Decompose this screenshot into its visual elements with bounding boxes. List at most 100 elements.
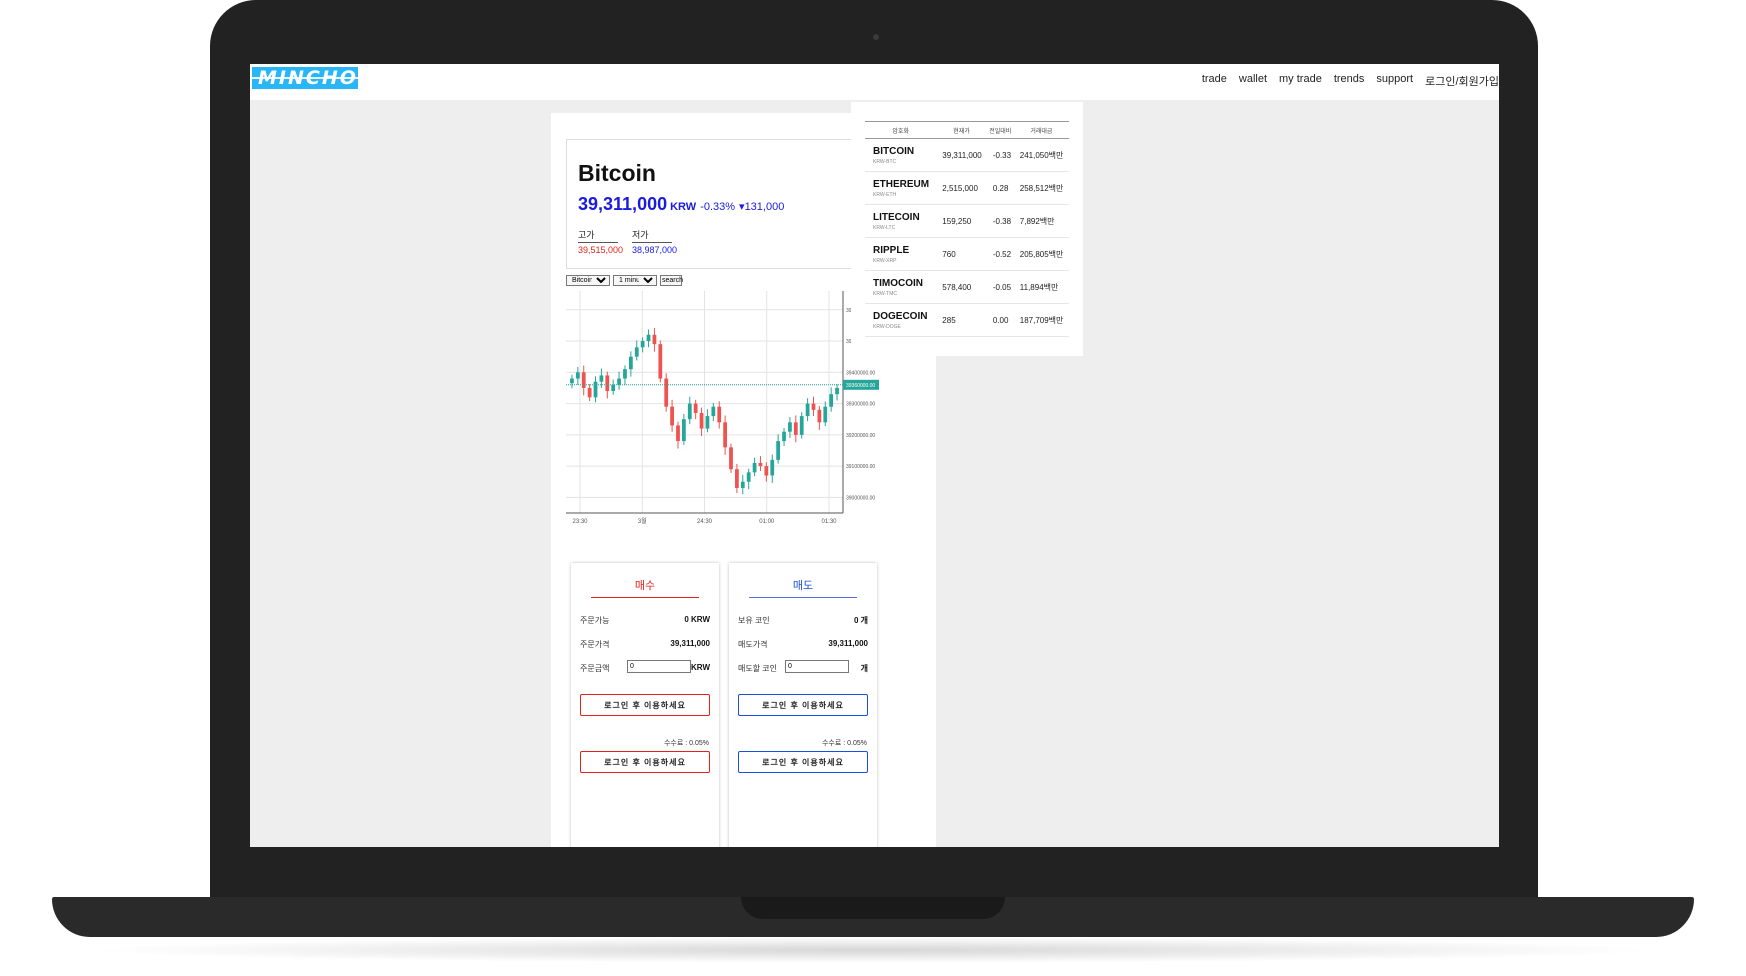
trade-panel: Bitcoin 39,311,000 KRW -0.33% ▾131,000 고가 3… [551, 113, 936, 847]
coin-change: 0.28 [986, 171, 1014, 205]
coin-price: 760 [936, 237, 987, 271]
buy-login-button-2[interactable]: 로그인 후 이용하세요 [580, 751, 710, 773]
price-line: 39,311,000 KRW -0.33% ▾131,000 [578, 194, 784, 215]
candle-body [799, 416, 804, 435]
top-navbar: MINCHO trade wallet my trade trends supp… [250, 64, 1499, 100]
market-table: 암호화 현재가 전일대비 거래대금 BITCOIN KRW-BTC 39,311,… [865, 121, 1069, 337]
candlestick-chart[interactable]: 39600000.0039500000.0039400000.003930000… [566, 291, 881, 531]
nav-support[interactable]: support [1376, 73, 1414, 85]
nav-trends[interactable]: trends [1333, 73, 1365, 85]
sell-title[interactable]: 매도 [749, 577, 857, 598]
candle-body [735, 469, 739, 488]
candle-body [746, 472, 751, 482]
candle-body [793, 422, 798, 435]
candle-body [752, 462, 757, 473]
candle-body [570, 378, 574, 384]
app-screen: MINCHO trade wallet my trade trends supp… [250, 64, 1499, 847]
coin-change: -0.05 [986, 270, 1014, 304]
sell-login-button[interactable]: 로그인 후 이용하세요 [738, 694, 868, 716]
candle-body [823, 406, 828, 423]
x-tick-label: 24:30 [697, 519, 713, 525]
coin-select[interactable]: Bitcoin [566, 275, 610, 286]
candle-body [805, 403, 810, 417]
buy-amount-input[interactable] [627, 660, 691, 673]
candle-body [681, 419, 686, 442]
candle-body [764, 466, 769, 476]
candle-body [782, 431, 786, 442]
sell-price-label: 매도가격 [738, 640, 768, 649]
market-row[interactable]: TIMOCOIN KRW-TMC 578,400 -0.05 11,894백만 [865, 270, 1069, 304]
nav-trade[interactable]: trade [1201, 73, 1227, 85]
sell-holding-value: 0 개 [853, 616, 868, 625]
coin-ticker: KRW-DOGE [873, 323, 901, 330]
candle-body [664, 378, 669, 407]
market-row[interactable]: DOGECOIN KRW-DOGE 285 0.00 187,709백만 [865, 303, 1069, 337]
candle-body [776, 441, 781, 460]
nav-wallet[interactable]: wallet [1238, 73, 1268, 85]
change-amount: ▾131,000 [739, 201, 785, 213]
market-row[interactable]: RIPPLE KRW-XRP 760 -0.52 205,805백만 [865, 237, 1069, 271]
coin-ticker: KRW-LTC [873, 224, 896, 231]
coin-change: -0.38 [986, 204, 1014, 238]
buy-amount-row: 주문금액 KRW [580, 660, 710, 674]
nav-login-signup[interactable]: 로그인/회원가입 [1425, 76, 1499, 88]
candle-body [575, 372, 580, 379]
candle-body [835, 387, 839, 395]
coin-volume: 258,512백만 [1013, 171, 1069, 205]
coin-volume: 11,894백만 [1013, 270, 1069, 304]
high-value: 39,515,000 [578, 245, 624, 255]
buy-price-value: 39,311,000 [670, 639, 710, 648]
y-tick-label: 39400000.00 [846, 370, 875, 376]
candle-body [593, 381, 598, 398]
market-panel: 암호화 현재가 전일대비 거래대금 BITCOIN KRW-BTC 39,311,… [851, 102, 1083, 356]
y-tick-label: 39000000.00 [846, 495, 875, 501]
search-button[interactable]: search [660, 275, 683, 286]
market-header-row: 암호화 현재가 전일대비 거래대금 [865, 121, 1069, 139]
market-row[interactable]: ETHEREUM KRW-ETH 2,515,000 0.28 258,512백만 [865, 171, 1069, 205]
buy-login-button[interactable]: 로그인 후 이용하세요 [580, 694, 710, 716]
candle-body [770, 459, 775, 476]
buy-available-label: 주문가능 [580, 616, 610, 625]
coin-change: -0.33 [986, 138, 1014, 172]
coin-name: Bitcoin [578, 160, 656, 186]
sell-price-row: 매도가격 39,311,000 [738, 639, 868, 650]
sell-amount-unit: 개 [860, 664, 868, 673]
candle-body [611, 384, 616, 392]
coin-name: ETHEREUM [873, 178, 930, 190]
candle-body [617, 378, 621, 385]
coin-cell: TIMOCOIN KRW-TMC [865, 270, 937, 304]
sell-amount-row: 매도할 코인 개 [738, 660, 868, 674]
candle-body [670, 406, 674, 426]
candle-body [605, 375, 610, 392]
coin-name: RIPPLE [873, 244, 910, 256]
candle-body [723, 422, 728, 448]
buy-title[interactable]: 매수 [591, 577, 699, 598]
sell-login-button-2[interactable]: 로그인 후 이용하세요 [738, 751, 868, 773]
candle-body [699, 412, 704, 429]
low-label: 저가 [632, 228, 672, 243]
candle-body [705, 416, 710, 429]
buy-amount-unit: KRW [691, 663, 710, 672]
coin-volume: 7,892백만 [1013, 204, 1069, 238]
y-tick-label: 39300000.00 [846, 402, 875, 408]
market-row[interactable]: BITCOIN KRW-BTC 39,311,000 -0.33 241,050백… [865, 138, 1069, 172]
coin-volume: 187,709백만 [1013, 303, 1069, 337]
x-tick-label: 23:30 [572, 519, 588, 525]
nav-menu: trade wallet my trade trends support 로그인… [1202, 73, 1499, 89]
coin-ticker: KRW-TMC [873, 290, 897, 297]
coin-ticker: KRW-BTC [873, 158, 897, 165]
coin-name: TIMOCOIN [873, 277, 923, 289]
candle-body [788, 422, 792, 432]
webcam-icon [873, 34, 879, 40]
chart-controls: Bitcoin 1 minute search [566, 275, 683, 286]
last-price-tag [843, 379, 879, 390]
interval-select[interactable]: 1 minute [613, 275, 657, 286]
sell-amount-label: 매도할 코인 [738, 664, 778, 673]
mincho-logo[interactable]: MINCHO [252, 67, 358, 89]
nav-my-trade[interactable]: my trade [1279, 73, 1322, 85]
sell-amount-input[interactable] [785, 660, 849, 673]
candle-body [687, 403, 692, 420]
candle-body [729, 447, 733, 470]
market-row[interactable]: LITECOIN KRW-LTC 159,250 -0.38 7,892백만 [865, 204, 1069, 238]
candle-body [652, 334, 657, 345]
